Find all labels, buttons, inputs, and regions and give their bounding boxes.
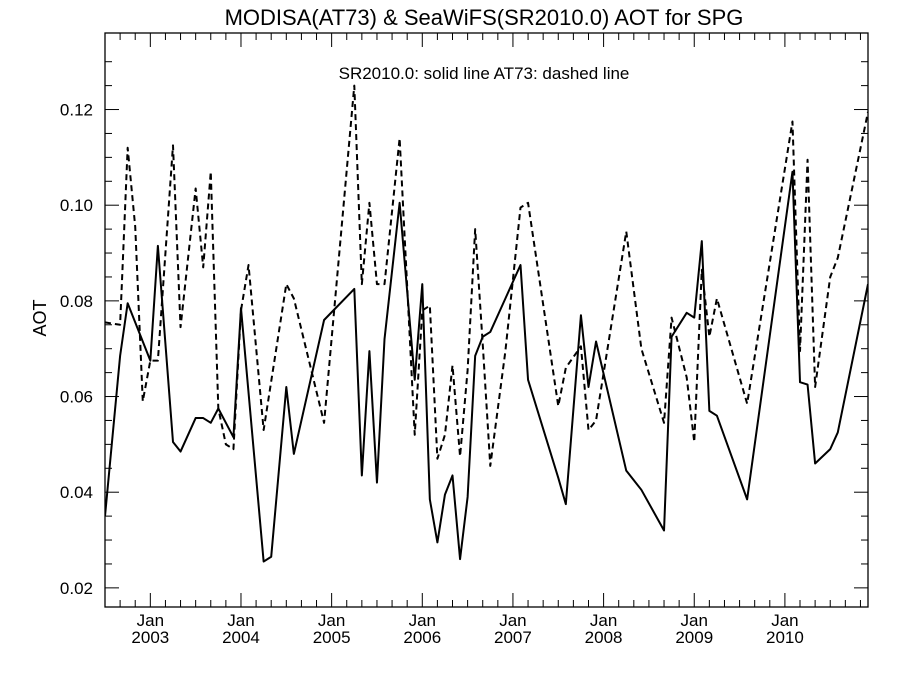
series-line-sr2010-0 bbox=[105, 170, 868, 563]
x-tick-label-month: Jan bbox=[137, 611, 164, 630]
x-tick-label-month: Jan bbox=[771, 611, 798, 630]
axis-layer: 0.020.040.060.080.100.12Jan2003Jan2004Ja… bbox=[60, 33, 868, 647]
x-tick-label-month: Jan bbox=[681, 611, 708, 630]
y-tick-label: 0.02 bbox=[60, 579, 93, 598]
x-tick-label-month: Jan bbox=[499, 611, 526, 630]
x-tick-label-month: Jan bbox=[409, 611, 436, 630]
series-layer bbox=[105, 84, 868, 563]
y-tick-label: 0.10 bbox=[60, 196, 93, 215]
x-tick-label-year: 2005 bbox=[313, 628, 351, 647]
chart-annotation: SR2010.0: solid line AT73: dashed line bbox=[339, 64, 630, 83]
x-tick-label-year: 2009 bbox=[675, 628, 713, 647]
x-tick-label-year: 2006 bbox=[403, 628, 441, 647]
x-tick-label-month: Jan bbox=[227, 611, 254, 630]
plot-frame bbox=[104, 32, 869, 608]
chart-title: MODISA(AT73) & SeaWiFS(SR2010.0) AOT for… bbox=[225, 5, 744, 30]
y-axis-label: AOT bbox=[30, 299, 50, 336]
x-tick-label-year: 2008 bbox=[585, 628, 623, 647]
x-tick-label-year: 2010 bbox=[766, 628, 804, 647]
x-tick-label-year: 2007 bbox=[494, 628, 532, 647]
y-tick-label: 0.08 bbox=[60, 292, 93, 311]
series-line-at73 bbox=[105, 84, 868, 467]
x-tick-label-month: Jan bbox=[590, 611, 617, 630]
x-tick-label-year: 2003 bbox=[131, 628, 169, 647]
y-tick-label: 0.06 bbox=[60, 388, 93, 407]
x-tick-label-month: Jan bbox=[318, 611, 345, 630]
x-tick-label-year: 2004 bbox=[222, 628, 260, 647]
y-tick-label: 0.04 bbox=[60, 483, 93, 502]
y-tick-label: 0.12 bbox=[60, 101, 93, 120]
